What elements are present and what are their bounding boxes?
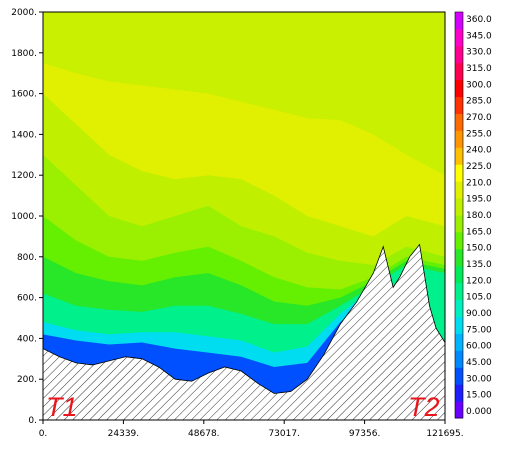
colorbar-tick-label: 345.0	[466, 31, 492, 41]
colorbar-tick-label: 0.000	[466, 407, 492, 417]
y-tick-label: 1600.	[11, 90, 37, 100]
y-axis: 0. 200. 400. 600. 800. 1000. 1200. 1400. 1600. 18…	[11, 8, 43, 426]
colorbar-tick-label: 105.0	[466, 293, 492, 303]
colorbar-segment	[455, 401, 463, 419]
annotation-t1: T1	[46, 392, 78, 422]
colorbar-tick-label: 75.00	[466, 325, 492, 335]
y-tick-label: 200.	[17, 375, 37, 385]
colorbar-frame	[454, 11, 464, 419]
colorbar-tick-label: 315.0	[466, 64, 492, 74]
y-tick-label: 400.	[17, 334, 37, 344]
colorbar-segment	[455, 130, 463, 148]
colorbar-tick-label: 45.00	[466, 358, 492, 368]
y-tick-label: 600.	[17, 294, 37, 304]
colorbar-segment	[455, 248, 463, 267]
colorbar-segment	[455, 12, 463, 30]
y-tick-label: 1800.	[11, 49, 37, 59]
colorbar-segment	[455, 62, 463, 81]
colorbar-tick-label: 120.0	[466, 276, 492, 286]
y-tick-label: 2000.	[11, 8, 37, 18]
x-tick-label: 0.	[39, 429, 48, 439]
x-tick-label: 48678.	[188, 429, 220, 439]
y-tick-label: 1200.	[11, 171, 37, 181]
colorbar-segment	[455, 147, 463, 165]
colorbar-segment	[455, 299, 463, 317]
colorbar-segment	[455, 45, 463, 64]
colorbar-segment	[455, 164, 463, 182]
colorbar-segment	[455, 215, 463, 233]
colorbar-tick-label: 30.00	[466, 374, 492, 384]
colorbar-tick-label: 150.0	[466, 244, 492, 254]
colorbar-segment	[455, 28, 463, 47]
colorbar-segment	[455, 384, 463, 402]
colorbar-segment	[455, 181, 463, 199]
colorbar-tick-label: 285.0	[466, 97, 492, 107]
x-axis: 0. 24339. 48678. 73017. 97356. 121695.	[39, 420, 464, 439]
x-tick-label: 121695.	[426, 429, 463, 439]
colorbar-tick-label: 240.0	[466, 146, 492, 156]
colorbar-tick-label: 135.0	[466, 260, 492, 270]
plot-area	[43, 12, 445, 420]
colorbar-segment	[455, 79, 463, 98]
colorbar-tick-label: 15.00	[466, 391, 492, 401]
colorbar-segment	[455, 96, 463, 114]
y-tick-label: 1000.	[11, 212, 37, 222]
colorbar-tick-label: 165.0	[466, 227, 492, 237]
colorbar-segment	[455, 333, 463, 351]
y-tick-label: 1400.	[11, 130, 37, 140]
colorbar-tick-label: 60.00	[466, 342, 492, 352]
colorbar: 0.000 15.00 30.00 45.00 60.00 75.00 90.00 105.0…	[454, 11, 492, 419]
colorbar-tick-label: 255.0	[466, 129, 492, 139]
colorbar-tick-label: 90.00	[466, 309, 492, 319]
colorbar-tick-label: 210.0	[466, 178, 492, 188]
colorbar-segment	[455, 113, 463, 131]
colorbar-tick-label: 270.0	[466, 113, 492, 123]
x-tick-label: 97356.	[349, 429, 381, 439]
y-tick-label: 0.	[28, 416, 37, 426]
colorbar-tick-label: 225.0	[466, 162, 492, 172]
colorbar-segment	[455, 316, 463, 334]
colorbar-tick-label: 300.0	[466, 80, 492, 90]
colorbar-segment	[455, 350, 463, 368]
x-tick-label: 24339.	[108, 429, 140, 439]
colorbar-segment	[455, 198, 463, 216]
x-tick-label: 73017.	[268, 429, 300, 439]
colorbar-tick-label: 180.0	[466, 211, 492, 221]
terrain-hatch	[43, 243, 445, 420]
colorbar-segment	[455, 282, 463, 301]
colorbar-segment	[455, 265, 463, 284]
colorbar-tick-label: 330.0	[466, 48, 492, 58]
colorbar-segment	[455, 367, 463, 385]
colorbar-tick-label: 195.0	[466, 195, 492, 205]
colorbar-tick-label: 360.0	[466, 15, 492, 25]
annotation-t2: T2	[408, 392, 440, 422]
colorbar-segment	[455, 231, 463, 250]
y-tick-label: 800.	[17, 253, 37, 263]
